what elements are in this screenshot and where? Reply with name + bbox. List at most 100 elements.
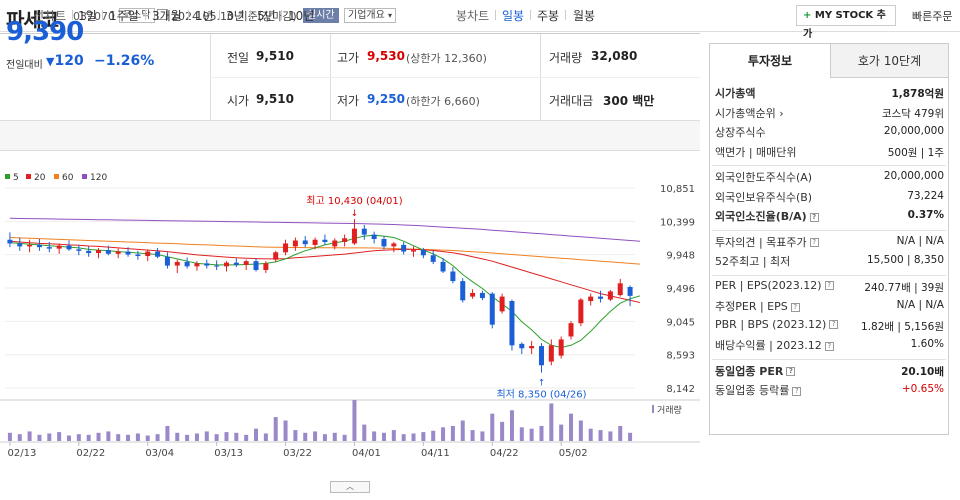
divider: [712, 165, 946, 166]
volume-bar: [470, 430, 475, 441]
invest-row-value: 코스닥 479위: [881, 107, 944, 120]
realtime-button[interactable]: 실시간: [303, 8, 339, 23]
add-my-stock-button[interactable]: + MY STOCK 추가: [796, 5, 896, 40]
invest-row-value: 15,500 | 8,350: [866, 254, 944, 266]
candle-body: [548, 345, 554, 362]
volume-bar: [126, 434, 131, 441]
stock-chart[interactable]: 10,851 10,399 9,948 9,496 9,045 8,593 8,142 5 20…: [0, 152, 700, 472]
divider: [530, 10, 531, 20]
help-icon[interactable]: ?: [809, 212, 819, 222]
company-overview-dropdown[interactable]: 기업개요 ▾: [344, 8, 397, 23]
volume-bar: [37, 434, 42, 441]
legend-swatch: [54, 174, 59, 179]
help-icon[interactable]: ?: [790, 302, 800, 312]
tab-invest-info[interactable]: 투자정보: [710, 44, 830, 78]
x-tick-label: 03/04: [145, 448, 174, 459]
volume-bar: [47, 433, 52, 441]
volume-bar: [588, 428, 593, 441]
candle-body: [86, 250, 92, 254]
candle-body: [519, 343, 525, 349]
x-tick-label: 03/13: [214, 448, 243, 459]
candle-daily[interactable]: 일봉: [502, 9, 525, 23]
candle-body: [214, 265, 220, 267]
volume-bar: [194, 433, 199, 441]
up-arrow-icon: ↑: [538, 379, 546, 389]
candle-body: [578, 299, 584, 324]
divider: [565, 10, 566, 20]
ma20-line: [9, 240, 641, 303]
calendar-icon: [157, 9, 168, 20]
period-3y[interactable]: 3년: [226, 9, 245, 23]
divider: [712, 358, 946, 360]
candle-monthly[interactable]: 월봉: [573, 9, 596, 23]
divider: [712, 274, 946, 276]
volume-bar: [421, 432, 426, 441]
period-1w[interactable]: 1주일: [109, 9, 139, 23]
invest-row-value: N/A | N/A: [896, 234, 944, 247]
help-icon[interactable]: ?: [786, 367, 796, 376]
quick-order-link[interactable]: 빠른주문: [912, 10, 953, 23]
help-icon[interactable]: ?: [829, 320, 839, 329]
candle-body: [66, 245, 72, 250]
divider: [188, 10, 189, 20]
period-1d[interactable]: 1일: [78, 9, 97, 23]
candle-body: [361, 228, 367, 235]
volume-bar: [17, 434, 22, 441]
volume-bar: [155, 434, 160, 441]
tab-orderbook[interactable]: 호가 10단계: [830, 44, 948, 78]
volume-bar: [313, 431, 318, 441]
help-icon[interactable]: ?: [792, 386, 802, 396]
help-icon[interactable]: ?: [824, 281, 834, 290]
candle-body: [164, 256, 170, 266]
volume-bar: [244, 434, 249, 441]
legend-swatch: [82, 174, 87, 179]
period-5y[interactable]: 5년: [257, 9, 276, 23]
candle-body: [529, 346, 535, 349]
candle-body: [135, 254, 141, 256]
candle-weekly[interactable]: 주봉: [537, 9, 560, 23]
volume-bar: [303, 432, 308, 441]
volume-bar: [116, 434, 121, 441]
trade-value: 300 백만: [603, 94, 655, 108]
divider: [145, 10, 146, 20]
invest-row-label: 동일업종 등락률?: [715, 382, 802, 398]
company-name: 파세코: [6, 8, 59, 32]
volume-bar: [608, 431, 613, 441]
open-value: 9,510: [256, 92, 294, 106]
candle-body: [233, 262, 239, 265]
divider: [219, 10, 220, 20]
period-3m[interactable]: 3개월: [152, 9, 182, 23]
candle-body: [558, 339, 564, 356]
divider: [72, 10, 73, 20]
candle-body: [499, 296, 505, 312]
volume-bar: [224, 432, 229, 441]
volume-legend-swatch: [652, 405, 654, 413]
invest-row-value: 20,000,000: [883, 170, 944, 182]
volume-bar: [618, 425, 623, 441]
help-icon[interactable]: ?: [809, 238, 819, 247]
invest-row-value: 1.60%: [910, 338, 944, 350]
candle-body: [273, 252, 279, 260]
line-chart-label: 선차트: [33, 9, 67, 23]
candle-body: [420, 250, 426, 256]
invest-row-value: 20.10배: [901, 365, 944, 378]
period-10y[interactable]: 10년: [288, 9, 315, 23]
x-tick-label: 04/01: [352, 448, 381, 459]
volume-bar: [500, 421, 505, 441]
x-tick-label: 02/13: [8, 448, 37, 459]
invest-row-value: 73,224: [907, 189, 944, 202]
candle-body: [302, 240, 308, 245]
candle-body: [253, 261, 259, 271]
candle-body: [391, 243, 397, 247]
legend-swatch: [5, 174, 10, 179]
candle-body: [115, 251, 121, 254]
period-1y[interactable]: 1년: [195, 9, 214, 23]
volume-legend-label: 거래량: [657, 404, 682, 416]
invest-row-label: 배당수익률 | 2023.12?: [715, 337, 834, 353]
volume-bar: [214, 434, 219, 441]
help-icon[interactable]: ?: [824, 341, 834, 351]
chevron-right-icon[interactable]: ›: [775, 106, 784, 120]
candle-body: [371, 234, 377, 240]
collapse-chart-button[interactable]: ︿: [330, 481, 370, 493]
candle-body: [312, 239, 318, 245]
